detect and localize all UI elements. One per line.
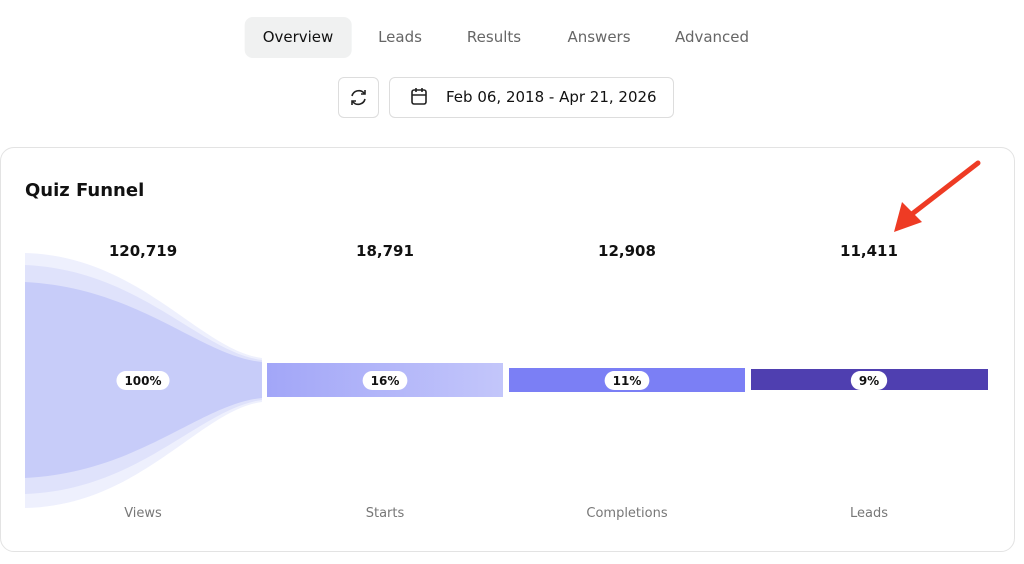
tab[interactable]: Results bbox=[466, 28, 522, 46]
date-range-button[interactable]: Feb 06, 2018 - Apr 21, 2026 bbox=[389, 77, 674, 118]
stage-percent: 16% bbox=[371, 374, 400, 388]
stage-count: 11,411 bbox=[840, 242, 898, 260]
refresh-button[interactable] bbox=[338, 77, 379, 118]
card: Quiz Funnel bbox=[0, 147, 1015, 552]
stage-label: Leads bbox=[850, 506, 888, 521]
percent-badge bbox=[116, 371, 170, 390]
arrow-head bbox=[894, 202, 922, 232]
stage-label: Starts bbox=[366, 506, 405, 521]
tab[interactable]: Leads bbox=[378, 28, 422, 46]
stage-percent: 9% bbox=[859, 374, 879, 388]
percent-badge bbox=[362, 371, 408, 390]
card-title: Quiz Funnel bbox=[25, 180, 145, 201]
stage-label: Views bbox=[124, 506, 162, 521]
stage-label: Completions bbox=[586, 506, 667, 521]
tab[interactable]: Answers bbox=[567, 28, 631, 46]
stage-count: 12,908 bbox=[598, 242, 656, 260]
stage-count: 120,719 bbox=[109, 242, 177, 260]
date-range: Feb 06, 2018 - Apr 21, 2026 bbox=[446, 88, 657, 106]
tab[interactable]: Advanced bbox=[674, 28, 750, 46]
stage-percent: 100% bbox=[124, 374, 161, 388]
stage-percent: 11% bbox=[613, 374, 642, 388]
percent-badge bbox=[850, 371, 888, 390]
calendar-icon bbox=[411, 88, 427, 105]
tab[interactable]: Overview bbox=[244, 17, 352, 58]
refresh-icon bbox=[351, 89, 366, 106]
percent-badge bbox=[604, 371, 650, 390]
arrow bbox=[909, 160, 981, 217]
stage-count: 18,791 bbox=[356, 242, 414, 260]
